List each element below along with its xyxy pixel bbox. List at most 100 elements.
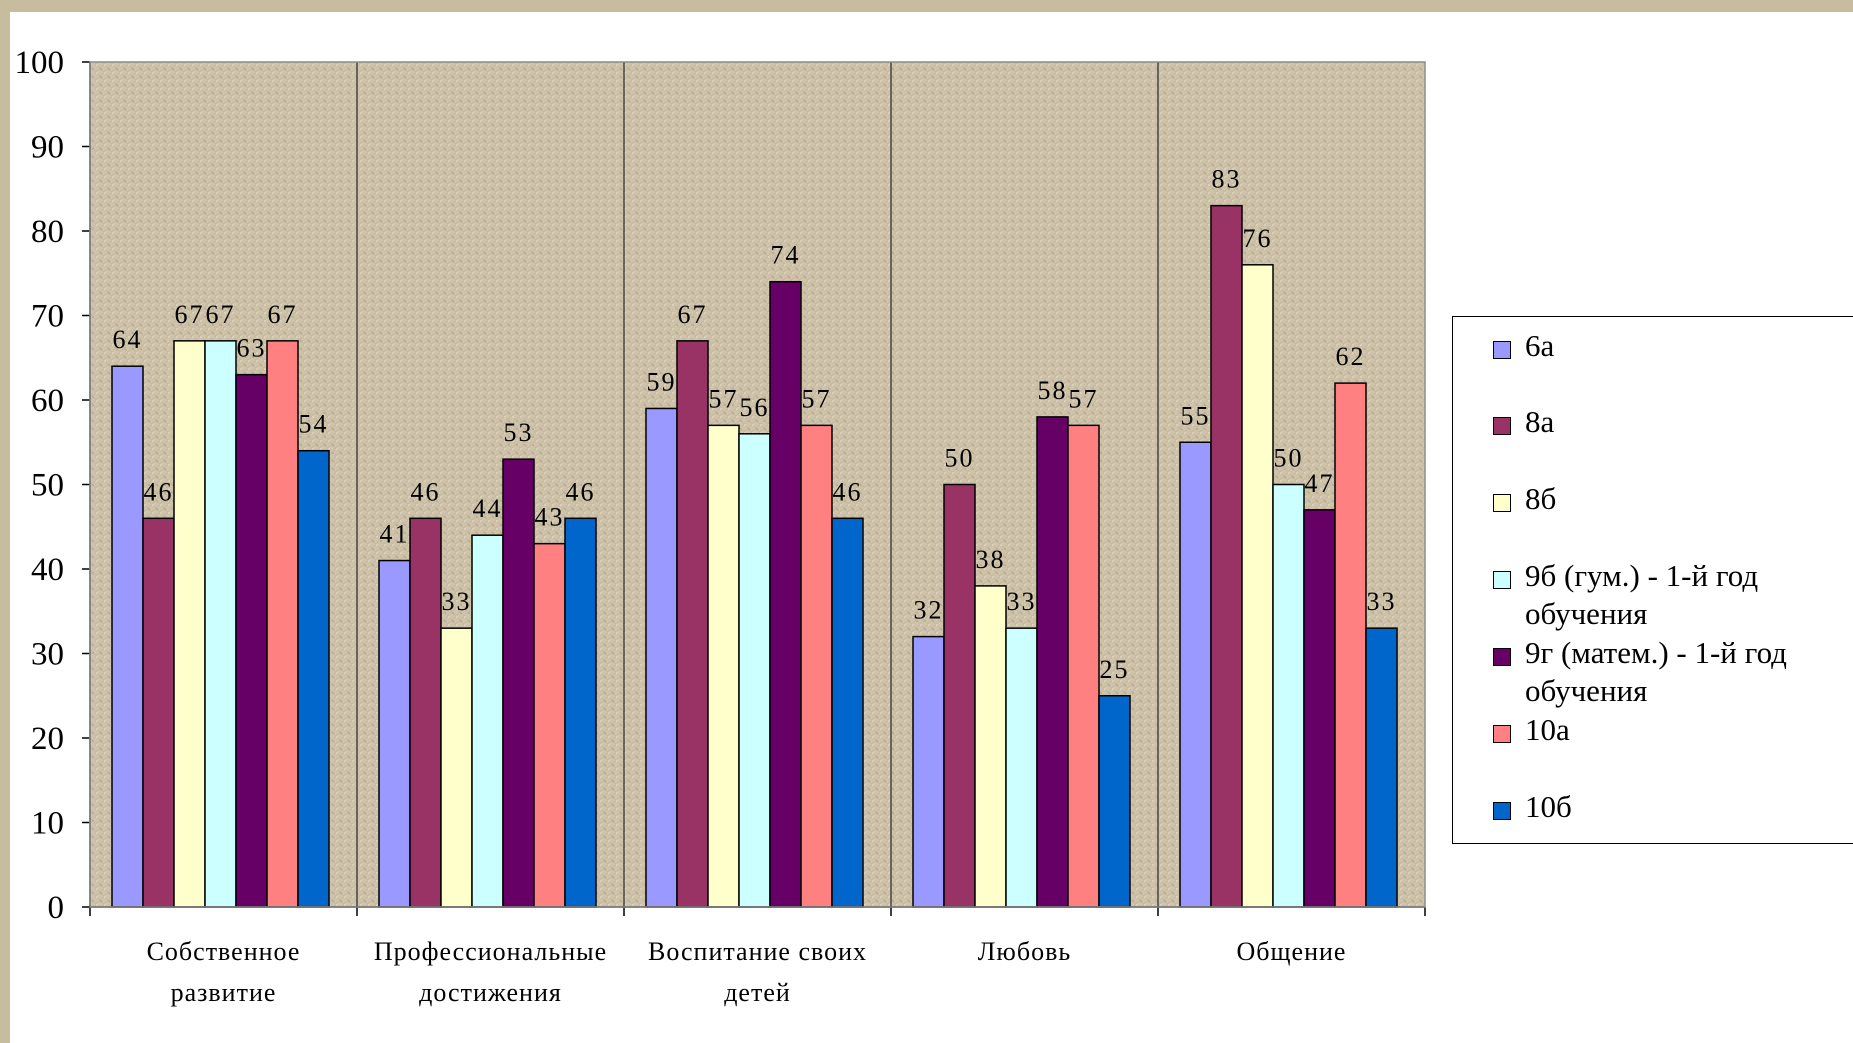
bar (1273, 485, 1304, 908)
bar (410, 518, 441, 907)
data-label: 62 (1336, 342, 1366, 371)
y-tick-label: 20 (31, 721, 64, 757)
bar (143, 518, 174, 907)
bar (1366, 628, 1397, 907)
data-label: 59 (647, 367, 677, 396)
x-axis: Собственное развитие Профессиональные дости… (90, 907, 1425, 1007)
data-label: 32 (914, 596, 944, 625)
y-tick-label: 60 (31, 383, 64, 419)
legend-label: 6а (1525, 327, 1554, 365)
x-category-label: детей (724, 978, 791, 1007)
x-category-label: развитие (171, 978, 277, 1007)
data-label: 55 (1181, 401, 1211, 430)
bar (298, 451, 329, 907)
x-category-label: достижения (419, 978, 562, 1007)
x-category-label: Любовь (978, 937, 1071, 966)
x-category-label: Собственное (147, 937, 301, 966)
y-tick-label: 100 (15, 45, 65, 81)
bar (1304, 510, 1335, 907)
data-label: 63 (237, 334, 267, 363)
bar (1068, 425, 1099, 907)
data-label: 67 (268, 300, 298, 329)
y-tick-label: 50 (31, 468, 64, 504)
bar (975, 586, 1006, 907)
legend-swatch (1493, 725, 1511, 743)
bar (236, 375, 267, 907)
y-tick-label: 80 (31, 214, 64, 250)
bar (677, 341, 708, 907)
x-category-label: Воспитание своих (648, 937, 867, 966)
data-label: 41 (380, 520, 410, 549)
data-label: 58 (1038, 376, 1068, 405)
bar (379, 561, 410, 907)
bar (472, 535, 503, 907)
data-label: 25 (1100, 655, 1130, 684)
bar (1099, 696, 1130, 907)
data-label: 57 (709, 384, 739, 413)
bar (565, 518, 596, 907)
bar (503, 459, 534, 907)
data-label: 46 (411, 477, 441, 506)
y-tick-label: 30 (31, 637, 64, 673)
data-label: 50 (945, 444, 975, 473)
bar (770, 282, 801, 907)
data-label: 33 (1007, 587, 1037, 616)
data-label: 67 (175, 300, 205, 329)
data-label: 64 (113, 325, 143, 354)
legend: 6а 8а 8б 9б (гум.) - 1-й год обучения 9г (ма… (1452, 316, 1853, 844)
y-tick-label: 40 (31, 552, 64, 588)
bar (913, 637, 944, 907)
data-label: 43 (535, 503, 565, 532)
data-label: 33 (442, 587, 472, 616)
bar (801, 425, 832, 907)
bar (832, 518, 863, 907)
bar (112, 366, 143, 907)
data-label: 53 (504, 418, 534, 447)
bar (739, 434, 770, 907)
bar (1242, 265, 1273, 907)
data-label: 47 (1305, 469, 1335, 498)
bar (267, 341, 298, 907)
y-tick-label: 70 (31, 299, 64, 335)
data-label: 44 (473, 494, 503, 523)
legend-label: 8а (1525, 403, 1554, 441)
bar (646, 408, 677, 907)
legend-swatch (1493, 648, 1511, 666)
bar (1037, 417, 1068, 907)
legend-label: 10б (1525, 788, 1572, 826)
legend-swatch (1493, 417, 1511, 435)
y-tick-label: 0 (48, 890, 65, 926)
bar (1335, 383, 1366, 907)
bar (1211, 206, 1242, 907)
x-category-label: Профессиональные (374, 937, 607, 966)
data-label: 46 (566, 477, 596, 506)
data-label: 83 (1212, 165, 1242, 194)
legend-swatch (1493, 802, 1511, 820)
bar (441, 628, 472, 907)
y-tick-label: 10 (31, 806, 64, 842)
data-label: 46 (144, 477, 174, 506)
data-label: 33 (1367, 587, 1397, 616)
data-label: 50 (1274, 444, 1304, 473)
bar (205, 341, 236, 907)
data-label: 57 (802, 384, 832, 413)
data-label: 67 (678, 300, 708, 329)
y-axis: 0 10 20 30 40 50 60 70 80 90 100 (15, 45, 91, 926)
legend-swatch (1493, 341, 1511, 359)
legend-swatch (1493, 494, 1511, 512)
data-label: 74 (771, 241, 801, 270)
data-label: 57 (1069, 384, 1099, 413)
legend-label: 10а (1525, 711, 1570, 749)
bar (1006, 628, 1037, 907)
legend-label: 8б (1525, 480, 1556, 518)
data-label: 76 (1243, 224, 1273, 253)
bar (944, 485, 975, 908)
bar (174, 341, 205, 907)
bar (534, 544, 565, 907)
legend-label: 9б (гум.) - 1-й год обучения (1525, 557, 1853, 633)
data-label: 56 (740, 393, 770, 422)
x-category-label: Общение (1237, 937, 1347, 966)
y-tick-label: 90 (31, 130, 64, 166)
data-label: 46 (833, 477, 863, 506)
legend-label: 9г (матем.) - 1-й год обучения (1525, 634, 1853, 710)
